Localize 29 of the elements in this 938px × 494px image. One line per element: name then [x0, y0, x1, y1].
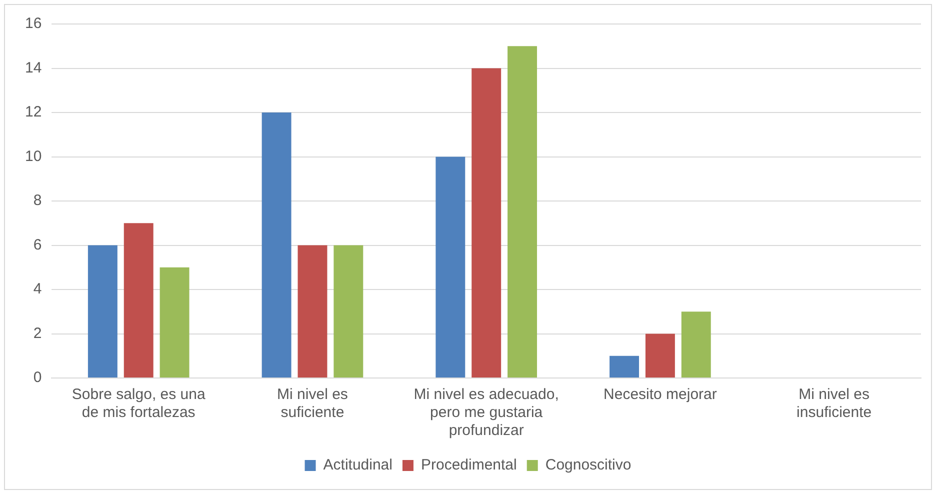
y-tick-label: 6	[33, 236, 42, 254]
x-tick-label: Necesito mejorar	[604, 386, 717, 404]
bar	[124, 223, 154, 378]
bar	[645, 334, 675, 378]
bar	[508, 46, 538, 378]
bar	[334, 245, 364, 378]
x-tick-label: Mi nivel es adecuado, pero me gustaria profundizar	[414, 386, 559, 440]
legend-label: Actitudinal	[323, 456, 392, 474]
bar	[160, 267, 190, 378]
bar	[262, 112, 292, 378]
bar	[298, 245, 328, 378]
y-tick-label: 8	[33, 192, 42, 210]
y-tick-label: 4	[33, 280, 42, 298]
y-tick-label: 10	[24, 148, 42, 165]
legend-label: Cognoscitivo	[545, 456, 632, 474]
y-tick-label: 0	[33, 369, 42, 386]
y-tick-label: 14	[24, 59, 42, 76]
bar	[436, 156, 466, 378]
bar	[681, 312, 711, 378]
legend-label: Procedimental	[420, 456, 517, 474]
y-tick-label: 2	[33, 324, 42, 342]
bar	[472, 68, 502, 378]
y-tick-label: 16	[24, 15, 42, 32]
x-tick-label: Mi nivel es suficiente	[277, 386, 348, 422]
bar	[88, 245, 118, 378]
x-tick-label: Mi nivel es insuficiente	[796, 386, 872, 422]
y-tick-label: 12	[24, 104, 42, 121]
x-tick-label: Sobre salgo, es una de mis fortalezas	[72, 386, 206, 422]
bar	[610, 356, 640, 378]
